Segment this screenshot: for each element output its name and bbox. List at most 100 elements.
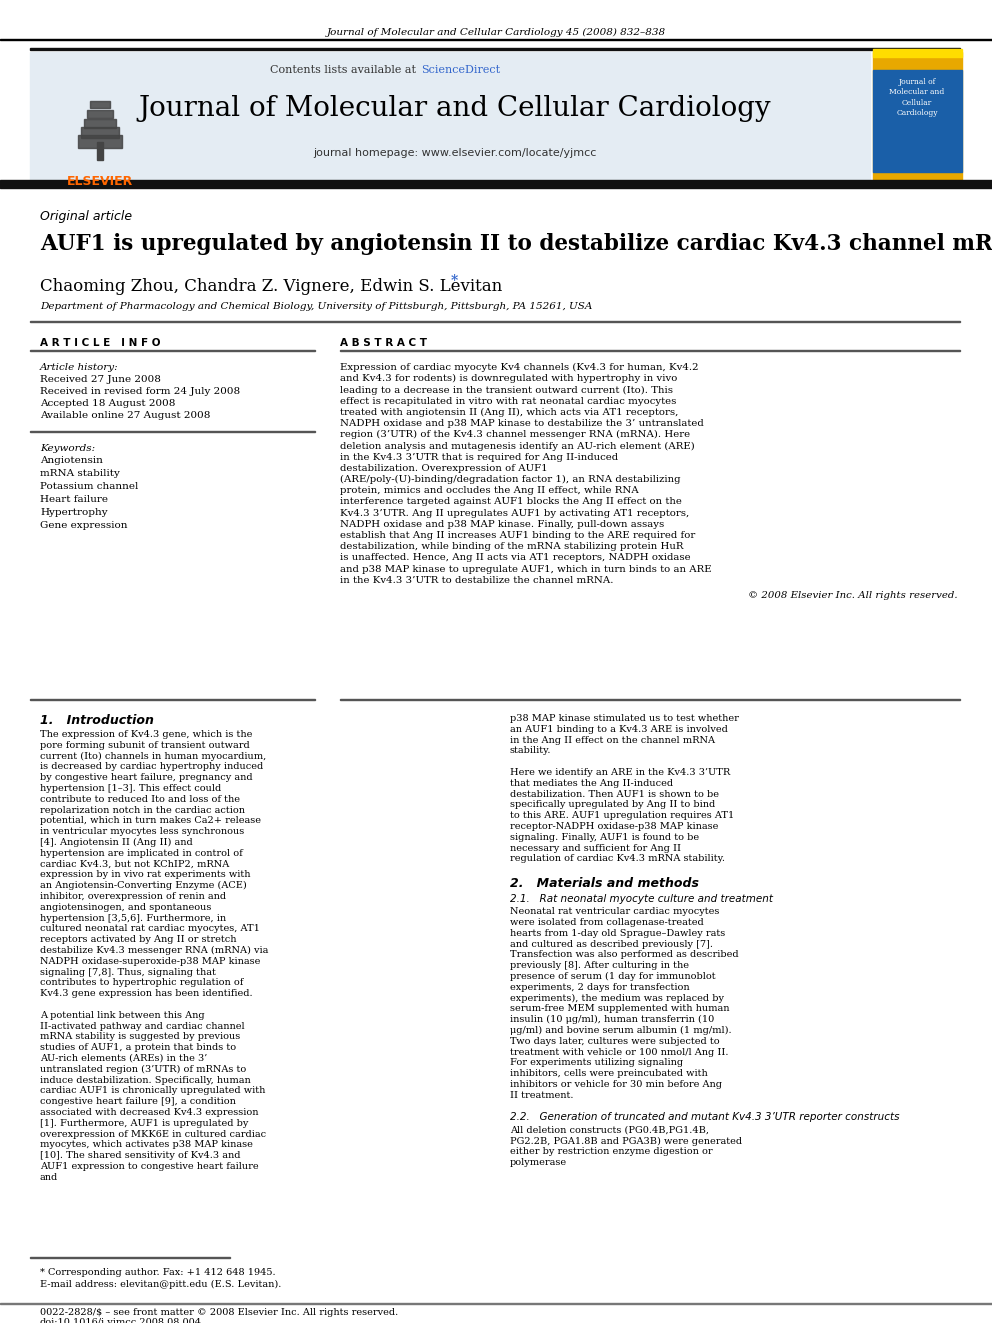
Text: serum-free MEM supplemented with human: serum-free MEM supplemented with human [510,1004,729,1013]
Text: ScienceDirect: ScienceDirect [421,65,500,75]
Text: A R T I C L E   I N F O: A R T I C L E I N F O [40,337,161,348]
Text: signaling [7,8]. Thus, signaling that: signaling [7,8]. Thus, signaling that [40,967,216,976]
Text: mRNA stability: mRNA stability [40,468,120,478]
Text: treated with angiotensin II (Ang II), which acts via AT1 receptors,: treated with angiotensin II (Ang II), wh… [340,407,679,417]
Bar [30,48,960,50]
Text: congestive heart failure [9], a condition: congestive heart failure [9], a conditio… [40,1097,236,1106]
Text: [1]. Furthermore, AUF1 is upregulated by: [1]. Furthermore, AUF1 is upregulated by [40,1119,248,1127]
Text: that mediates the Ang II-induced: that mediates the Ang II-induced [510,779,674,787]
Text: hypertension [1–3]. This effect could: hypertension [1–3]. This effect could [40,785,221,792]
Text: doi:10.1016/j.yjmcc.2008.08.004: doi:10.1016/j.yjmcc.2008.08.004 [40,1318,202,1323]
Text: cardiac Kv4.3, but not KChIP2, mRNA: cardiac Kv4.3, but not KChIP2, mRNA [40,860,229,869]
Text: either by restriction enzyme digestion or: either by restriction enzyme digestion o… [510,1147,712,1156]
Text: signaling. Finally, AUF1 is found to be: signaling. Finally, AUF1 is found to be [510,832,699,841]
Text: destabilization. Then AUF1 is shown to be: destabilization. Then AUF1 is shown to b… [510,790,719,799]
Text: Here we identify an ARE in the Kv4.3 3’UTR: Here we identify an ARE in the Kv4.3 3’U… [510,767,730,777]
Text: cardiac AUF1 is chronically upregulated with: cardiac AUF1 is chronically upregulated … [40,1086,266,1095]
Text: and p38 MAP kinase to upregulate AUF1, which in turn binds to an ARE: and p38 MAP kinase to upregulate AUF1, w… [340,565,711,574]
Text: and Kv4.3 for rodents) is downregulated with hypertrophy in vivo: and Kv4.3 for rodents) is downregulated … [340,374,678,384]
Text: in the Kv4.3 3’UTR to destabilize the channel mRNA.: in the Kv4.3 3’UTR to destabilize the ch… [340,576,613,585]
Text: untranslated region (3’UTR) of mRNAs to: untranslated region (3’UTR) of mRNAs to [40,1065,246,1074]
Text: pore forming subunit of transient outward: pore forming subunit of transient outwar… [40,741,250,750]
Text: and: and [40,1172,59,1181]
Text: region (3’UTR) of the Kv4.3 channel messenger RNA (mRNA). Here: region (3’UTR) of the Kv4.3 channel mess… [340,430,690,439]
Text: insulin (10 μg/ml), human transferrin (10: insulin (10 μg/ml), human transferrin (1… [510,1015,714,1024]
Text: repolarization notch in the cardiac action: repolarization notch in the cardiac acti… [40,806,245,815]
Text: Gene expression: Gene expression [40,521,128,531]
Text: in the Ang II effect on the channel mRNA: in the Ang II effect on the channel mRNA [510,736,715,745]
Bar [90,101,110,108]
Text: expression by in vivo rat experiments with: expression by in vivo rat experiments wi… [40,871,251,880]
Text: Expression of cardiac myocyte Kv4 channels (Kv4.3 for human, Kv4.2: Expression of cardiac myocyte Kv4 channe… [340,363,698,372]
Text: Kv4.3 gene expression has been identified.: Kv4.3 gene expression has been identifie… [40,990,253,998]
Text: Journal of
Molecular and
Cellular
Cardiology: Journal of Molecular and Cellular Cardio… [890,78,944,118]
Text: protein, mimics and occludes the Ang II effect, while RNA: protein, mimics and occludes the Ang II … [340,486,639,495]
Text: leading to a decrease in the transient outward current (Ito). This: leading to a decrease in the transient o… [340,385,673,394]
Text: necessary and sufficient for Ang II: necessary and sufficient for Ang II [510,844,681,852]
Text: AUF1 is upregulated by angiotensin II to destabilize cardiac Kv4.3 channel mRNA: AUF1 is upregulated by angiotensin II to… [40,233,992,255]
Text: studies of AUF1, a protein that binds to: studies of AUF1, a protein that binds to [40,1044,236,1052]
Text: to this ARE. AUF1 upregulation requires AT1: to this ARE. AUF1 upregulation requires … [510,811,734,820]
Text: an Angiotensin-Converting Enzyme (ACE): an Angiotensin-Converting Enzyme (ACE) [40,881,247,890]
Text: Journal of Molecular and Cellular Cardiology: Journal of Molecular and Cellular Cardio… [139,95,772,122]
Text: NADPH oxidase and p38 MAP kinase to destabilize the 3’ untranslated: NADPH oxidase and p38 MAP kinase to dest… [340,419,703,429]
Text: Article history:: Article history: [40,363,119,372]
Text: The expression of Kv4.3 gene, which is the: The expression of Kv4.3 gene, which is t… [40,730,252,740]
Bar [30,52,870,185]
Text: journal homepage: www.elsevier.com/locate/yjmcc: journal homepage: www.elsevier.com/locat… [313,148,596,157]
Text: Potassium channel: Potassium channel [40,482,138,491]
Text: AUF1 expression to congestive heart failure: AUF1 expression to congestive heart fail… [40,1162,259,1171]
Text: contributes to hypertrophic regulation of: contributes to hypertrophic regulation o… [40,979,243,987]
Bar [97,142,103,160]
Text: NADPH oxidase and p38 MAP kinase. Finally, pull-down assays: NADPH oxidase and p38 MAP kinase. Finall… [340,520,665,529]
Text: * Corresponding author. Fax: +1 412 648 1945.: * Corresponding author. Fax: +1 412 648 … [40,1267,276,1277]
Bar [873,49,962,57]
Text: NADPH oxidase-superoxide-p38 MAP kinase: NADPH oxidase-superoxide-p38 MAP kinase [40,957,260,966]
Text: All deletion constructs (PG0.4B,PG1.4B,: All deletion constructs (PG0.4B,PG1.4B, [510,1126,709,1135]
Text: treatment with vehicle or 100 nmol/l Ang II.: treatment with vehicle or 100 nmol/l Ang… [510,1048,728,1057]
Text: inhibitor, overexpression of renin and: inhibitor, overexpression of renin and [40,892,226,901]
Text: inhibitors, cells were preincubated with: inhibitors, cells were preincubated with [510,1069,707,1078]
Text: by congestive heart failure, pregnancy and: by congestive heart failure, pregnancy a… [40,773,253,782]
Text: 1.   Introduction: 1. Introduction [40,714,154,728]
Bar [0,38,992,40]
Text: [4]. Angiotensin II (Ang II) and: [4]. Angiotensin II (Ang II) and [40,837,192,847]
Text: receptors activated by Ang II or stretch: receptors activated by Ang II or stretch [40,935,236,945]
Bar [81,127,119,138]
Text: [10]. The shared sensitivity of Kv4.3 and: [10]. The shared sensitivity of Kv4.3 an… [40,1151,240,1160]
Text: Chaoming Zhou, Chandra Z. Vignere, Edwin S. Levitan: Chaoming Zhou, Chandra Z. Vignere, Edwin… [40,278,502,295]
Text: effect is recapitulated in vitro with rat neonatal cardiac myocytes: effect is recapitulated in vitro with ra… [340,397,677,406]
Text: current (Ito) channels in human myocardium,: current (Ito) channels in human myocardi… [40,751,266,761]
Text: PG2.2B, PGA1.8B and PGA3B) were generated: PG2.2B, PGA1.8B and PGA3B) were generate… [510,1136,742,1146]
Text: potential, which in turn makes Ca2+ release: potential, which in turn makes Ca2+ rele… [40,816,261,826]
Text: previously [8]. After culturing in the: previously [8]. After culturing in the [510,962,689,970]
Text: Received in revised form 24 July 2008: Received in revised form 24 July 2008 [40,388,240,396]
Bar [0,180,992,188]
Text: were isolated from collagenase-treated: were isolated from collagenase-treated [510,918,703,927]
Text: Available online 27 August 2008: Available online 27 August 2008 [40,411,210,419]
Text: in ventricular myocytes less synchronous: in ventricular myocytes less synchronous [40,827,244,836]
Text: experiments), the medium was replaced by: experiments), the medium was replaced by [510,994,724,1003]
Text: p38 MAP kinase stimulated us to test whether: p38 MAP kinase stimulated us to test whe… [510,714,739,722]
Text: presence of serum (1 day for immunoblot: presence of serum (1 day for immunoblot [510,972,715,982]
Text: polymerase: polymerase [510,1158,567,1167]
Text: destabilization, while binding of the mRNA stabilizing protein HuR: destabilization, while binding of the mR… [340,542,683,552]
Text: Neonatal rat ventricular cardiac myocytes: Neonatal rat ventricular cardiac myocyte… [510,908,719,917]
Bar [30,320,960,321]
Text: induce destabilization. Specifically, human: induce destabilization. Specifically, hu… [40,1076,251,1085]
Text: Keywords:: Keywords: [40,445,95,452]
Text: Two days later, cultures were subjected to: Two days later, cultures were subjected … [510,1037,719,1045]
Text: regulation of cardiac Kv4.3 mRNA stability.: regulation of cardiac Kv4.3 mRNA stabili… [510,855,725,864]
Bar [87,110,113,118]
Text: Department of Pharmacology and Chemical Biology, University of Pittsburgh, Pitts: Department of Pharmacology and Chemical … [40,302,592,311]
Text: μg/ml) and bovine serum albumin (1 mg/ml).: μg/ml) and bovine serum albumin (1 mg/ml… [510,1027,732,1035]
Text: hearts from 1-day old Sprague–Dawley rats: hearts from 1-day old Sprague–Dawley rat… [510,929,725,938]
Text: destabilize Kv4.3 messenger RNA (mRNA) via: destabilize Kv4.3 messenger RNA (mRNA) v… [40,946,269,955]
Text: destabilization. Overexpression of AUF1: destabilization. Overexpression of AUF1 [340,464,548,472]
Text: Transfection was also performed as described: Transfection was also performed as descr… [510,950,739,959]
Text: ELSEVIER: ELSEVIER [66,175,133,188]
Text: 2.   Materials and methods: 2. Materials and methods [510,877,699,890]
Text: 2.1.   Rat neonatal myocyte culture and treatment: 2.1. Rat neonatal myocyte culture and tr… [510,894,773,904]
Text: specifically upregulated by Ang II to bind: specifically upregulated by Ang II to bi… [510,800,715,810]
Text: angiotensinogen, and spontaneous: angiotensinogen, and spontaneous [40,902,211,912]
